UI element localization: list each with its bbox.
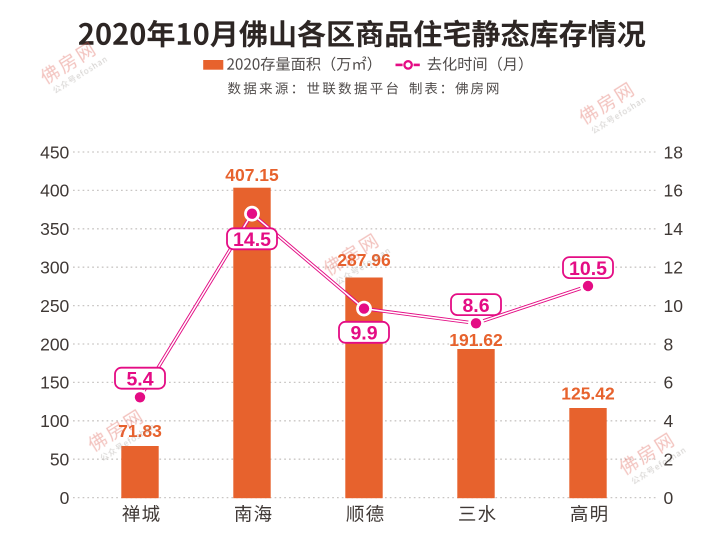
svg-text:14: 14 (664, 219, 684, 239)
svg-text:6: 6 (664, 373, 674, 393)
svg-text:0: 0 (60, 488, 70, 508)
svg-text:150: 150 (40, 373, 69, 393)
svg-text:9.9: 9.9 (350, 323, 377, 345)
svg-text:100: 100 (40, 411, 69, 431)
svg-text:400: 400 (40, 181, 69, 201)
svg-text:16: 16 (664, 181, 683, 201)
svg-text:10: 10 (664, 296, 684, 316)
svg-text:407.15: 407.15 (225, 165, 279, 185)
svg-text:8.6: 8.6 (462, 295, 489, 317)
svg-text:350: 350 (40, 219, 69, 239)
svg-text:125.42: 125.42 (561, 384, 615, 404)
svg-text:14.5: 14.5 (233, 229, 271, 251)
svg-text:450: 450 (40, 142, 69, 162)
svg-text:8: 8 (664, 334, 674, 354)
svg-text:12: 12 (664, 258, 683, 278)
svg-text:250: 250 (40, 296, 69, 316)
svg-text:4: 4 (664, 411, 674, 431)
svg-text:300: 300 (40, 258, 69, 278)
svg-text:50: 50 (50, 450, 70, 470)
svg-text:0: 0 (664, 488, 674, 508)
svg-text:191.62: 191.62 (449, 330, 503, 350)
svg-text:10.5: 10.5 (569, 258, 607, 280)
svg-text:18: 18 (664, 142, 683, 162)
svg-text:200: 200 (40, 334, 69, 354)
svg-text:5.4: 5.4 (126, 368, 153, 390)
